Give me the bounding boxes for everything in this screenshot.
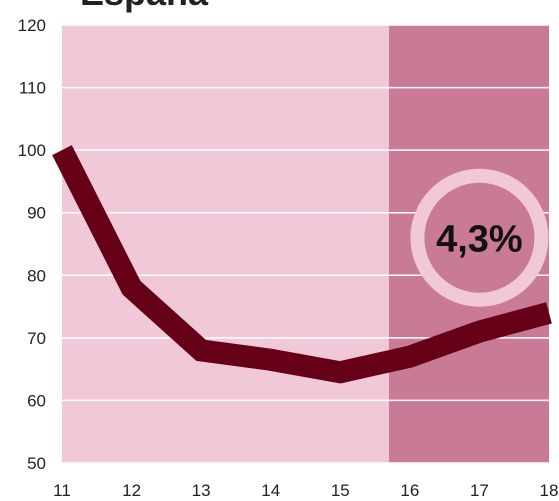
y-tick-label: 50 [27, 454, 46, 473]
y-tick-label: 100 [18, 141, 46, 160]
y-tick-label: 90 [27, 204, 46, 223]
data-line [52, 145, 552, 384]
x-tick-label: 11 [53, 481, 71, 500]
x-tick-label: 15 [331, 481, 350, 500]
annotation-text: 4,3% [436, 219, 523, 261]
y-tick-label: 80 [27, 266, 46, 285]
y-tick-label: 110 [19, 79, 46, 98]
x-tick-label: 17 [470, 481, 489, 500]
y-tick-label: 70 [27, 329, 46, 348]
x-tick-label: 12 [122, 481, 141, 500]
y-tick-label: 120 [18, 16, 46, 35]
chart-title: España [80, 0, 209, 13]
x-tick-label: 14 [261, 481, 280, 500]
annotation-ring [410, 168, 549, 307]
x-tick-label: 13 [192, 481, 211, 500]
y-tick-label: 60 [27, 391, 46, 410]
x-tick-label: 18 [540, 481, 559, 500]
x-tick-label: 16 [400, 481, 419, 500]
